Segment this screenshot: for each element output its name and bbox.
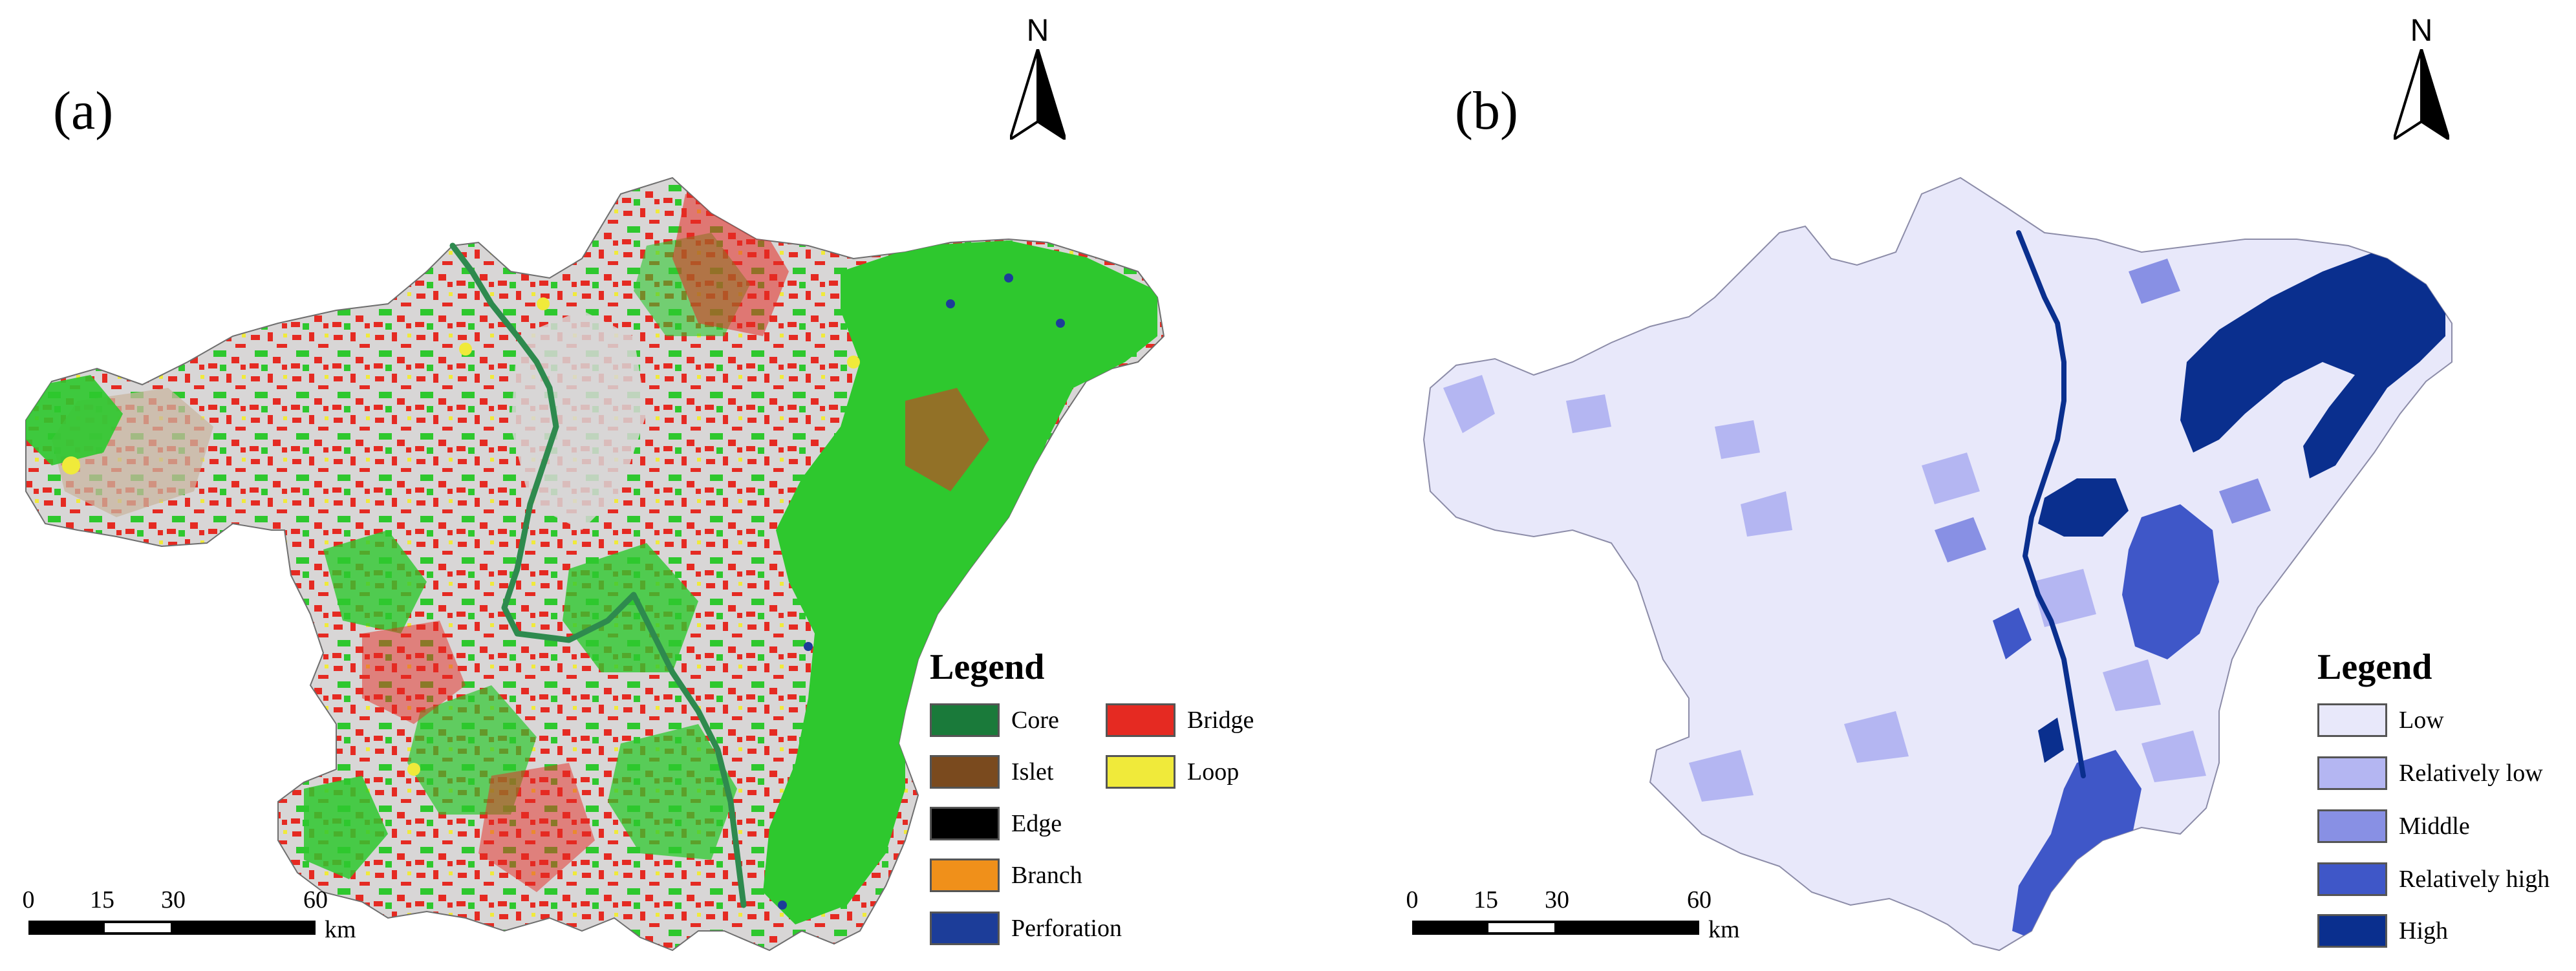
panel-label: (b) [1455,81,1518,141]
scale-segment [1486,921,1557,935]
legend-label: Bridge [1187,707,1254,734]
legend-label: Perforation [1011,915,1122,942]
scale-segment [28,921,102,935]
panel-a: (a) N Legend Core Islet Edge Branch Perf… [22,13,1254,951]
legend-swatch [2317,914,2387,948]
legend-swatch [930,859,1000,892]
scale-segment [102,921,173,935]
scale-segment [1557,921,1699,935]
legend-label: Relatively low [2399,760,2543,787]
legend-swatch [930,912,1000,945]
scale-tick: 60 [1687,886,1712,913]
legend-label: High [2399,917,2448,944]
scale-tick: 30 [1545,886,1569,913]
north-label: N [1026,14,1049,48]
legend-swatch [930,807,1000,840]
north-arrow: N [1002,13,1073,142]
north-arrow: N [2386,13,2457,142]
legend-label: Relatively high [2399,866,2550,893]
legend-label: Low [2399,707,2444,734]
legend-swatch [930,755,1000,789]
north-arrow-icon [1010,49,1066,140]
scale-unit: km [325,916,356,943]
legend-swatch [1106,755,1175,789]
legend-title: Legend [930,647,1045,687]
panel-b: (b) N Legend Low Relatively low Middle R… [1288,0,2576,971]
scale-tick: 15 [1474,886,1498,913]
map-a [25,177,1165,951]
legend-swatch [2317,756,2387,790]
legend-swatch [2317,862,2387,896]
legend-swatch [2317,809,2387,843]
legend-swatch [930,703,1000,737]
legend-label: Loop [1187,758,1240,785]
legend-label: Core [1011,707,1059,734]
legend-swatch [2317,703,2387,737]
legend-label: Middle [2399,813,2470,840]
legend-label: Islet [1011,758,1054,785]
scale-segment [173,921,316,935]
legend-swatch [1106,703,1175,737]
scale-tick: 0 [22,886,35,913]
map-b [1423,177,2453,951]
scale-segment [1412,921,1486,935]
legend-label: Branch [1011,862,1082,889]
north-label: N [2410,14,2433,48]
scale-tick: 15 [90,886,114,913]
scale-bar-b: 0 15 30 60 km [1406,886,1772,944]
scale-bar-a: 0 15 30 60 km [22,886,388,944]
scale-tick: 60 [303,886,328,913]
scale-tick: 30 [161,886,186,913]
panel-label: (a) [53,81,114,141]
scale-unit: km [1708,916,1740,943]
legend-title: Legend [2317,647,2432,687]
legend-label: Edge [1011,810,1062,837]
north-arrow-icon [2394,49,2449,140]
scale-tick: 0 [1406,886,1419,913]
